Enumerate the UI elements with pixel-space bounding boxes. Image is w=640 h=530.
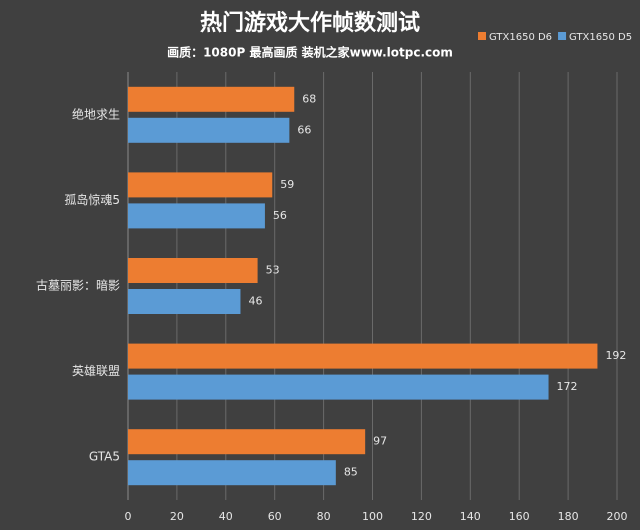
value-label: 192 <box>605 349 626 362</box>
y-tick-label: 绝地求生 <box>72 106 120 121</box>
legend-swatch <box>558 32 567 40</box>
bar <box>128 343 598 369</box>
y-tick-label: 英雄联盟 <box>72 363 120 378</box>
y-tick-label: GTA5 <box>89 450 120 464</box>
legend-entry: GTX1650 D5 <box>569 32 632 43</box>
y-tick-label: 孤岛惊魂5 <box>64 192 120 207</box>
bar <box>128 86 295 112</box>
x-tick-label: 40 <box>219 510 233 523</box>
x-tick-label: 100 <box>362 510 383 523</box>
bar <box>128 203 265 229</box>
bar <box>128 258 258 283</box>
bar <box>128 117 290 143</box>
x-tick-label: 60 <box>268 510 282 523</box>
legend-entry: GTX1650 D6 <box>489 32 552 43</box>
chart-subtitle: 画质：1080P 最高画质 装机之家www.lotpc.com <box>167 45 453 60</box>
value-label: 56 <box>273 209 287 222</box>
x-tick-label: 200 <box>607 510 628 523</box>
value-label: 85 <box>344 466 358 479</box>
bar <box>128 289 241 314</box>
bar <box>128 429 366 455</box>
x-tick-label: 180 <box>558 510 579 523</box>
value-label: 66 <box>297 123 311 136</box>
value-label: 53 <box>266 264 280 277</box>
value-label: 46 <box>248 295 262 308</box>
chart-title: 热门游戏大作帧数测试 <box>200 10 420 36</box>
x-tick-label: 120 <box>411 510 432 523</box>
bar <box>128 374 549 400</box>
x-tick-label: 140 <box>460 510 481 523</box>
x-tick-label: 0 <box>125 510 132 523</box>
y-tick-label: 古墓丽影：暗影 <box>36 278 120 293</box>
value-label: 172 <box>557 380 578 393</box>
legend-swatch <box>478 32 486 40</box>
x-tick-label: 160 <box>509 510 530 523</box>
value-label: 97 <box>373 435 387 448</box>
bar <box>128 172 273 198</box>
bar <box>128 460 336 486</box>
x-tick-label: 80 <box>317 510 331 523</box>
value-label: 68 <box>302 92 316 105</box>
value-label: 59 <box>280 178 294 191</box>
x-tick-label: 20 <box>170 510 184 523</box>
